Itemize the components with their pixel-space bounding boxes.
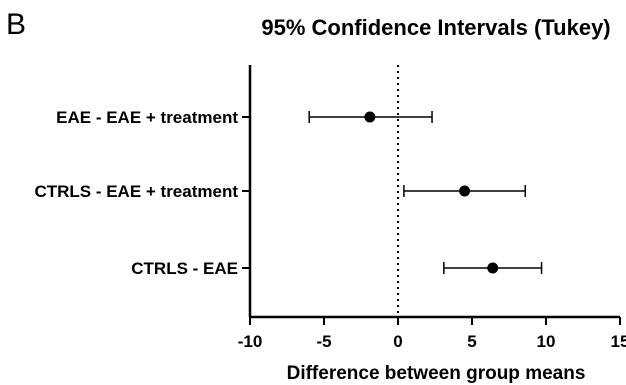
category-label: CTRLS - EAE + treatment bbox=[34, 182, 238, 201]
category-label: CTRLS - EAE bbox=[131, 259, 238, 278]
x-tick-label: 10 bbox=[537, 332, 556, 351]
x-tick-label: 5 bbox=[467, 332, 476, 351]
estimate-point bbox=[364, 111, 376, 123]
x-tick-label: -10 bbox=[238, 332, 263, 351]
chart-title: 95% Confidence Intervals (Tukey) bbox=[261, 15, 610, 40]
estimate-point bbox=[459, 185, 471, 197]
x-axis-title: Difference between group means bbox=[287, 363, 586, 384]
x-tick-label: 15 bbox=[611, 332, 626, 351]
x-tick-label: -5 bbox=[316, 332, 331, 351]
category-label: EAE - EAE + treatment bbox=[56, 108, 238, 127]
x-tick-label: 0 bbox=[393, 332, 402, 351]
plot-area: -10 -5 0 5 10 15 EAE - EAE + treatment CTRLS - … bbox=[34, 65, 626, 351]
estimate-point bbox=[487, 262, 499, 274]
panel-letter: B bbox=[6, 8, 26, 41]
